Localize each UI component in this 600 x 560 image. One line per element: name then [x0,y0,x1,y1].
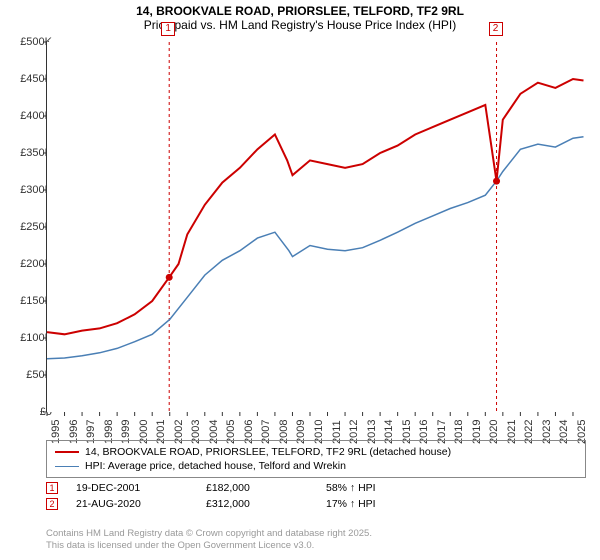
sale-row-marker: 1 [46,482,58,494]
legend-item: HPI: Average price, detached house, Telf… [55,459,577,473]
sale-marker-box: 2 [489,22,503,36]
series-property [47,79,584,334]
legend: 14, BROOKVALE ROAD, PRIORSLEE, TELFORD, … [46,440,586,478]
sale-pct: 58% ↑ HPI [326,482,426,494]
sale-date: 19-DEC-2001 [76,482,206,494]
sale-point [493,178,500,185]
chart-container: 14, BROOKVALE ROAD, PRIORSLEE, TELFORD, … [0,0,600,560]
legend-label: HPI: Average price, detached house, Telf… [85,460,346,472]
legend-item: 14, BROOKVALE ROAD, PRIORSLEE, TELFORD, … [55,445,577,459]
sale-row-marker: 2 [46,498,58,510]
plot-svg [47,42,587,412]
legend-swatch [55,466,79,467]
attribution-line2: This data is licensed under the Open Gov… [46,540,372,552]
sale-point [166,274,173,281]
attribution: Contains HM Land Registry data © Crown c… [46,528,372,553]
sale-price: £182,000 [206,482,326,494]
sale-pct: 17% ↑ HPI [326,498,426,510]
series-hpi [47,137,584,359]
legend-swatch [55,451,79,453]
chart-title-line1: 14, BROOKVALE ROAD, PRIORSLEE, TELFORD, … [0,0,600,18]
sale-date: 21-AUG-2020 [76,498,206,510]
sale-marker-box: 1 [161,22,175,36]
sale-row: 1 19-DEC-2001£182,00058% ↑ HPI [46,480,426,496]
sales-table: 1 19-DEC-2001£182,00058% ↑ HPI 2 21-AUG-202… [46,480,426,512]
attribution-line1: Contains HM Land Registry data © Crown c… [46,528,372,540]
legend-label: 14, BROOKVALE ROAD, PRIORSLEE, TELFORD, … [85,446,451,458]
sale-price: £312,000 [206,498,326,510]
sale-row: 2 21-AUG-2020£312,00017% ↑ HPI [46,496,426,512]
plot-area [46,42,586,412]
chart-title-line2: Price paid vs. HM Land Registry's House … [0,18,600,36]
